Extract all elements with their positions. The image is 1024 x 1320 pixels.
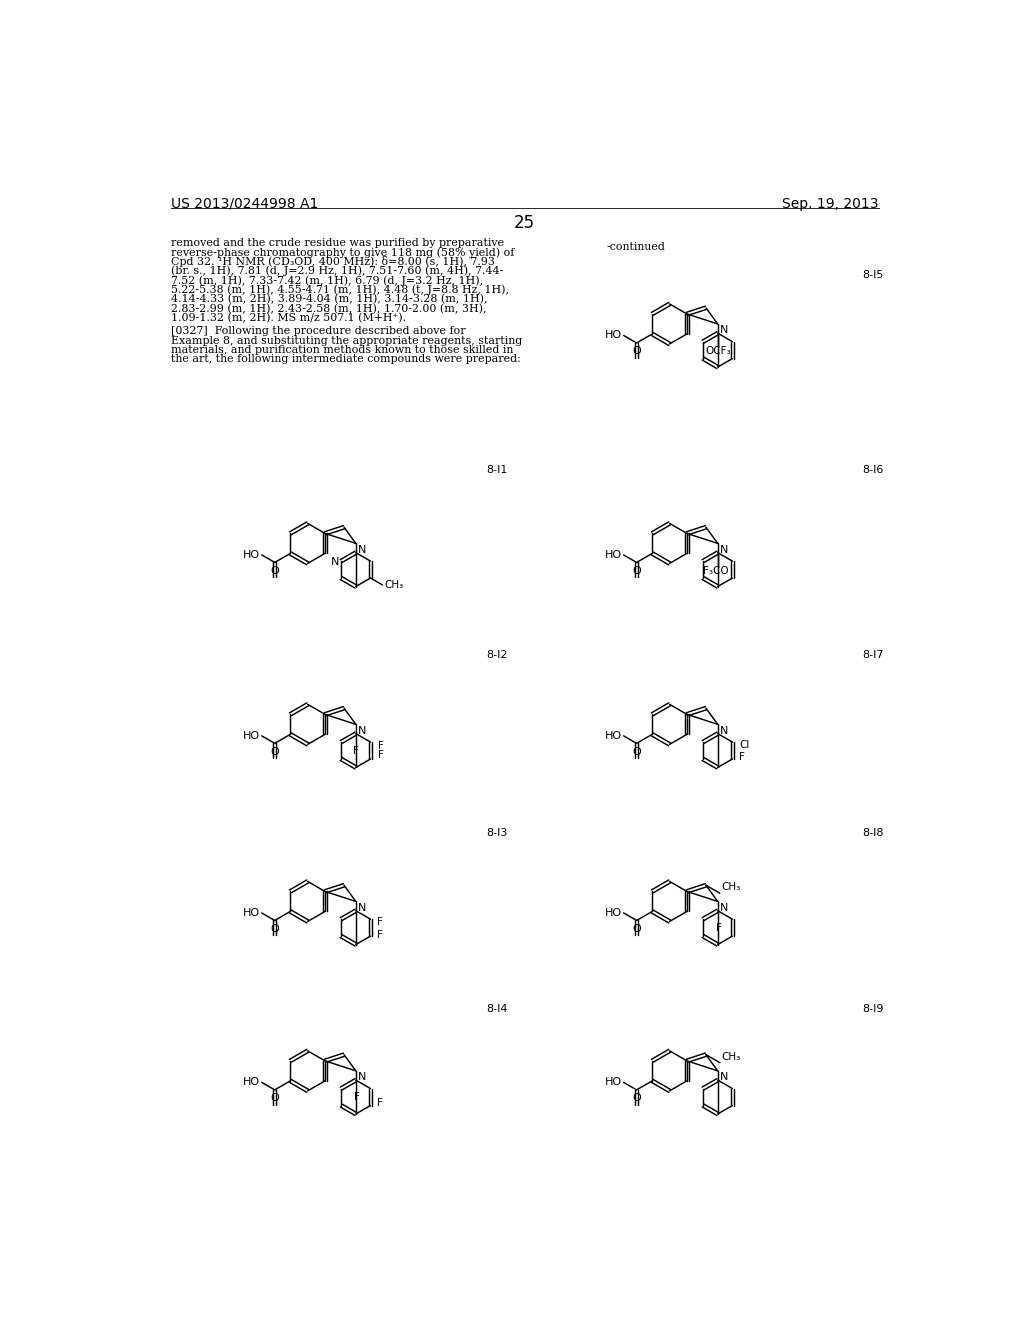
- Text: -continued: -continued: [606, 242, 666, 252]
- Text: N: N: [720, 903, 728, 913]
- Text: Cl: Cl: [739, 741, 750, 750]
- Text: HO: HO: [605, 1077, 622, 1088]
- Text: F: F: [378, 929, 383, 940]
- Text: removed and the crude residue was purified by preparative: removed and the crude residue was purifi…: [171, 238, 504, 248]
- Text: 7.52 (m, 1H), 7.33-7.42 (m, 1H), 6.79 (d, J=3.2 Hz, 1H),: 7.52 (m, 1H), 7.33-7.42 (m, 1H), 6.79 (d…: [171, 276, 482, 286]
- Text: Cpd 32. ¹H NMR (CD₃OD, 400 MHz): δ=8.00 (s, 1H), 7.93: Cpd 32. ¹H NMR (CD₃OD, 400 MHz): δ=8.00 …: [171, 256, 495, 268]
- Text: 8-I2: 8-I2: [486, 649, 508, 660]
- Text: O: O: [270, 1093, 280, 1104]
- Text: [0327]  Following the procedure described above for: [0327] Following the procedure described…: [171, 326, 465, 337]
- Text: N: N: [358, 1072, 367, 1082]
- Text: CH₃: CH₃: [721, 883, 740, 892]
- Text: O: O: [632, 1093, 641, 1104]
- Text: materials, and purification methods known to those skilled in: materials, and purification methods know…: [171, 345, 513, 355]
- Text: 8-I7: 8-I7: [862, 649, 884, 660]
- Text: HO: HO: [605, 908, 622, 917]
- Text: Sep. 19, 2013: Sep. 19, 2013: [782, 197, 879, 211]
- Text: F: F: [378, 750, 384, 760]
- Text: N: N: [358, 726, 367, 735]
- Text: CH₃: CH₃: [384, 579, 403, 590]
- Text: 1.09-1.32 (m, 2H). MS m/z 507.1 (M+H⁺).: 1.09-1.32 (m, 2H). MS m/z 507.1 (M+H⁺).: [171, 313, 406, 323]
- Text: 8-I8: 8-I8: [862, 829, 884, 838]
- Text: F: F: [378, 917, 383, 927]
- Text: 8-I1: 8-I1: [486, 465, 508, 475]
- Text: F: F: [353, 746, 358, 756]
- Text: reverse-phase chromatography to give 118 mg (58% yield) of: reverse-phase chromatography to give 118…: [171, 247, 514, 257]
- Text: O: O: [270, 747, 280, 756]
- Text: N: N: [720, 545, 728, 554]
- Text: N: N: [720, 1072, 728, 1082]
- Text: 2.83-2.99 (m, 1H), 2.43-2.58 (m, 1H), 1.70-2.00 (m, 3H),: 2.83-2.99 (m, 1H), 2.43-2.58 (m, 1H), 1.…: [171, 304, 486, 314]
- Text: O: O: [632, 566, 641, 576]
- Text: O: O: [632, 924, 641, 935]
- Text: 8-I6: 8-I6: [862, 465, 884, 475]
- Text: CH₃: CH₃: [721, 1052, 740, 1061]
- Text: 8-I9: 8-I9: [862, 1003, 884, 1014]
- Text: HO: HO: [243, 731, 260, 741]
- Text: HO: HO: [243, 1077, 260, 1088]
- Text: O: O: [270, 924, 280, 935]
- Text: N: N: [358, 545, 367, 554]
- Text: N: N: [331, 557, 339, 566]
- Text: O: O: [632, 747, 641, 756]
- Text: 4.14-4.33 (m, 2H), 3.89-4.04 (m, 1H), 3.14-3.28 (m, 1H),: 4.14-4.33 (m, 2H), 3.89-4.04 (m, 1H), 3.…: [171, 294, 487, 305]
- Text: HO: HO: [243, 550, 260, 560]
- Text: US 2013/0244998 A1: US 2013/0244998 A1: [171, 197, 318, 211]
- Text: F: F: [378, 741, 384, 751]
- Text: F: F: [739, 751, 745, 762]
- Text: Example 8, and substituting the appropriate reagents, starting: Example 8, and substituting the appropri…: [171, 335, 522, 346]
- Text: HO: HO: [243, 908, 260, 917]
- Text: N: N: [358, 903, 367, 913]
- Text: N: N: [720, 726, 728, 735]
- Text: HO: HO: [605, 731, 622, 741]
- Text: O: O: [632, 346, 641, 356]
- Text: 8-I5: 8-I5: [862, 271, 884, 280]
- Text: O: O: [270, 566, 280, 576]
- Text: N: N: [720, 326, 728, 335]
- Text: F₃CO: F₃CO: [703, 566, 729, 576]
- Text: F: F: [716, 923, 722, 933]
- Text: 8-I3: 8-I3: [486, 829, 508, 838]
- Text: F: F: [353, 1093, 359, 1102]
- Text: 8-I4: 8-I4: [486, 1003, 508, 1014]
- Text: HO: HO: [605, 550, 622, 560]
- Text: HO: HO: [605, 330, 622, 341]
- Text: the art, the following intermediate compounds were prepared:: the art, the following intermediate comp…: [171, 354, 520, 364]
- Text: (br. s., 1H), 7.81 (d, J=2.9 Hz, 1H), 7.51-7.60 (m, 4H), 7.44-: (br. s., 1H), 7.81 (d, J=2.9 Hz, 1H), 7.…: [171, 265, 503, 276]
- Text: 5.22-5.38 (m, 1H), 4.55-4.71 (m, 1H), 4.48 (t, J=8.8 Hz, 1H),: 5.22-5.38 (m, 1H), 4.55-4.71 (m, 1H), 4.…: [171, 285, 509, 296]
- Text: OCF₃: OCF₃: [706, 346, 731, 356]
- Text: F: F: [378, 1098, 383, 1109]
- Text: 25: 25: [514, 214, 536, 232]
